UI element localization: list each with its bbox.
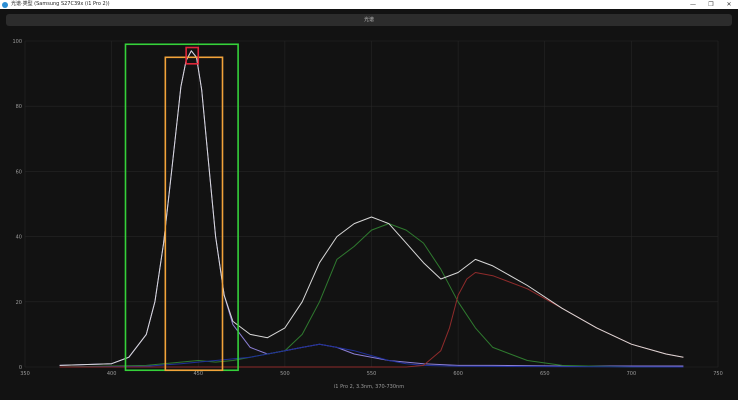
x-tick-label: 650 [540,371,550,377]
spectrum-tab-bar[interactable]: 光谱 [6,14,732,26]
annotation-rect-1 [164,56,224,372]
y-tick-label: 20 [16,300,22,306]
x-tick-label: 450 [193,371,203,377]
series-line-4 [59,50,684,366]
series-line-2 [59,343,684,368]
x-tick-label: 550 [367,371,377,377]
y-tick-label: 60 [16,169,22,175]
x-tick-label: 700 [627,371,637,377]
x-axis-label: i1 Pro 2, 3.3nm, 370-730nm [333,384,405,390]
x-tick-label: 350 [20,371,30,377]
restore-button[interactable]: ❐ [708,1,714,8]
y-tick-label: 0 [19,365,22,371]
x-tick-label: 400 [107,371,117,377]
minimize-button[interactable]: — [690,1,696,8]
spectrum-chart: 350 400 450 500 550 600 650 700 750 0 20 40 60 80 100 [12,39,723,377]
x-tick-label: 750 [713,371,723,377]
annotation-rect-0 [124,43,239,372]
window-title: 光谱·类型 (Samsung S27C39x (i1 Pro 2)) [11,1,110,7]
close-button[interactable]: ✕ [726,1,732,8]
x-tick-label: 500 [280,371,290,377]
x-tick-label: 600 [453,371,463,377]
y-tick-label: 80 [16,104,22,110]
app-icon [2,1,8,8]
y-tick-label: 40 [16,235,22,241]
title-bar: 光谱·类型 (Samsung S27C39x (i1 Pro 2)) — ❐ ✕ [0,0,738,9]
y-tick-label: 100 [12,39,22,45]
series-line-1 [59,223,684,368]
annotation-rect-2 [185,46,200,65]
